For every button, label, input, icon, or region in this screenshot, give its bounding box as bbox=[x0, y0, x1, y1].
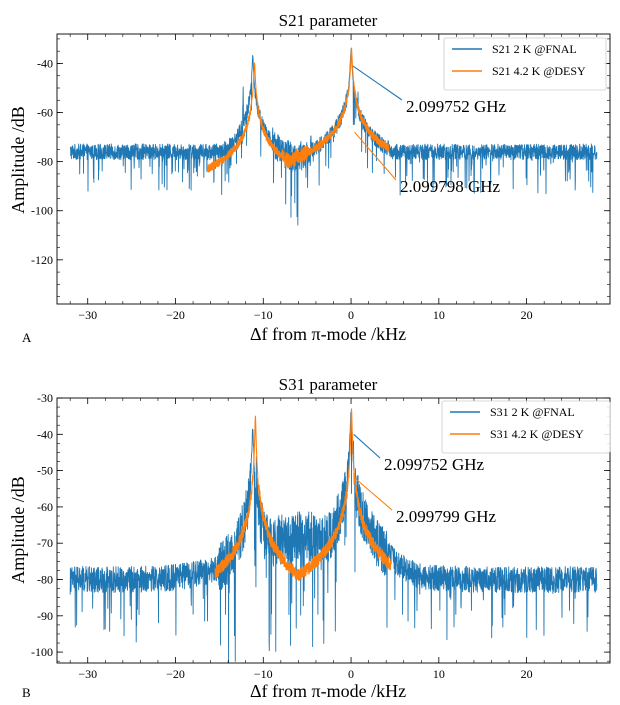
legend-box bbox=[443, 37, 607, 91]
x-axis-title: Δf from π-mode /kHz bbox=[250, 324, 406, 344]
x-tick-label: −30 bbox=[78, 667, 97, 681]
annotations: 2.099752 GHz 2.099799 GHz bbox=[353, 433, 497, 526]
series-line bbox=[207, 47, 390, 173]
x-tick-label: −10 bbox=[254, 308, 273, 322]
chart-title: S21 parameter bbox=[279, 11, 378, 30]
y-tick-label: -30 bbox=[37, 391, 53, 405]
annotation-leader bbox=[353, 433, 381, 459]
annotation-label: 2.099798 GHz bbox=[400, 177, 501, 196]
annotation-leader bbox=[354, 477, 393, 511]
y-tick-label: -40 bbox=[37, 427, 53, 441]
chart-panel-b: S31 parameter −30 −20 −10 0 10 20 -100 -90 -80 -7… bbox=[8, 375, 611, 701]
plot-area bbox=[69, 47, 598, 226]
x-tick-label: 20 bbox=[521, 667, 533, 681]
y-tick-label: -100 bbox=[31, 645, 53, 659]
annotation-leader bbox=[352, 65, 403, 101]
annotation-label: 2.099752 GHz bbox=[384, 455, 485, 474]
y-axis-title: Amplitude /dB bbox=[8, 106, 28, 214]
y-tick-label: -50 bbox=[37, 464, 53, 478]
plot-area bbox=[69, 408, 598, 663]
annotations: 2.099752 GHz 2.099798 GHz bbox=[352, 65, 507, 196]
legend: S31 2 K @FNAL S31 4.2 K @DESY bbox=[441, 400, 611, 454]
legend: S21 2 K @FNAL S21 4.2 K @DESY bbox=[443, 37, 607, 91]
x-tick-label: −30 bbox=[78, 308, 97, 322]
y-tick-label: -40 bbox=[37, 56, 53, 70]
axes: −30 −20 −10 0 10 20 -120 -100 -80 -60 -40 bbox=[31, 33, 611, 322]
y-tick-label: -120 bbox=[31, 253, 53, 267]
annotation-label: 2.099799 GHz bbox=[396, 507, 497, 526]
x-tick-label: 10 bbox=[433, 308, 445, 322]
chart-panel-a: S21 parameter −30 −20 −10 0 10 20 -120 -100 -80 -… bbox=[8, 11, 611, 345]
panel-label: A bbox=[22, 330, 32, 345]
x-tick-label: −10 bbox=[254, 667, 273, 681]
series-line bbox=[214, 408, 392, 581]
y-tick-label: -60 bbox=[37, 106, 53, 120]
legend-label: S21 2 K @FNAL bbox=[492, 42, 577, 56]
legend-label: S31 4.2 K @DESY bbox=[490, 427, 584, 441]
x-tick-label: 0 bbox=[348, 308, 354, 322]
annotation-leader bbox=[354, 131, 397, 181]
x-tick-label: −20 bbox=[166, 308, 185, 322]
x-axis-title: Δf from π-mode /kHz bbox=[250, 681, 406, 701]
y-tick-label: -60 bbox=[37, 500, 53, 514]
x-tick-label: 20 bbox=[521, 308, 533, 322]
x-tick-label: −20 bbox=[166, 667, 185, 681]
axes: −30 −20 −10 0 10 20 -100 -90 -80 -70 -60 -50 -40 -30 bbox=[31, 391, 611, 681]
y-tick-label: -70 bbox=[37, 536, 53, 550]
y-tick-label: -100 bbox=[31, 204, 53, 218]
y-axis-title: Amplitude /dB bbox=[8, 476, 28, 584]
y-tick-label: -90 bbox=[37, 609, 53, 623]
legend-label: S21 4.2 K @DESY bbox=[492, 64, 586, 78]
series-line bbox=[69, 48, 598, 226]
y-tick-label: -80 bbox=[37, 573, 53, 587]
panel-label: B bbox=[22, 685, 31, 700]
legend-box bbox=[441, 400, 611, 454]
y-tick-label: -80 bbox=[37, 155, 53, 169]
x-tick-label: 0 bbox=[348, 667, 354, 681]
annotation-label: 2.099752 GHz bbox=[406, 97, 507, 116]
chart-title: S31 parameter bbox=[279, 375, 378, 394]
x-tick-label: 10 bbox=[433, 667, 445, 681]
legend-label: S31 2 K @FNAL bbox=[490, 405, 575, 419]
